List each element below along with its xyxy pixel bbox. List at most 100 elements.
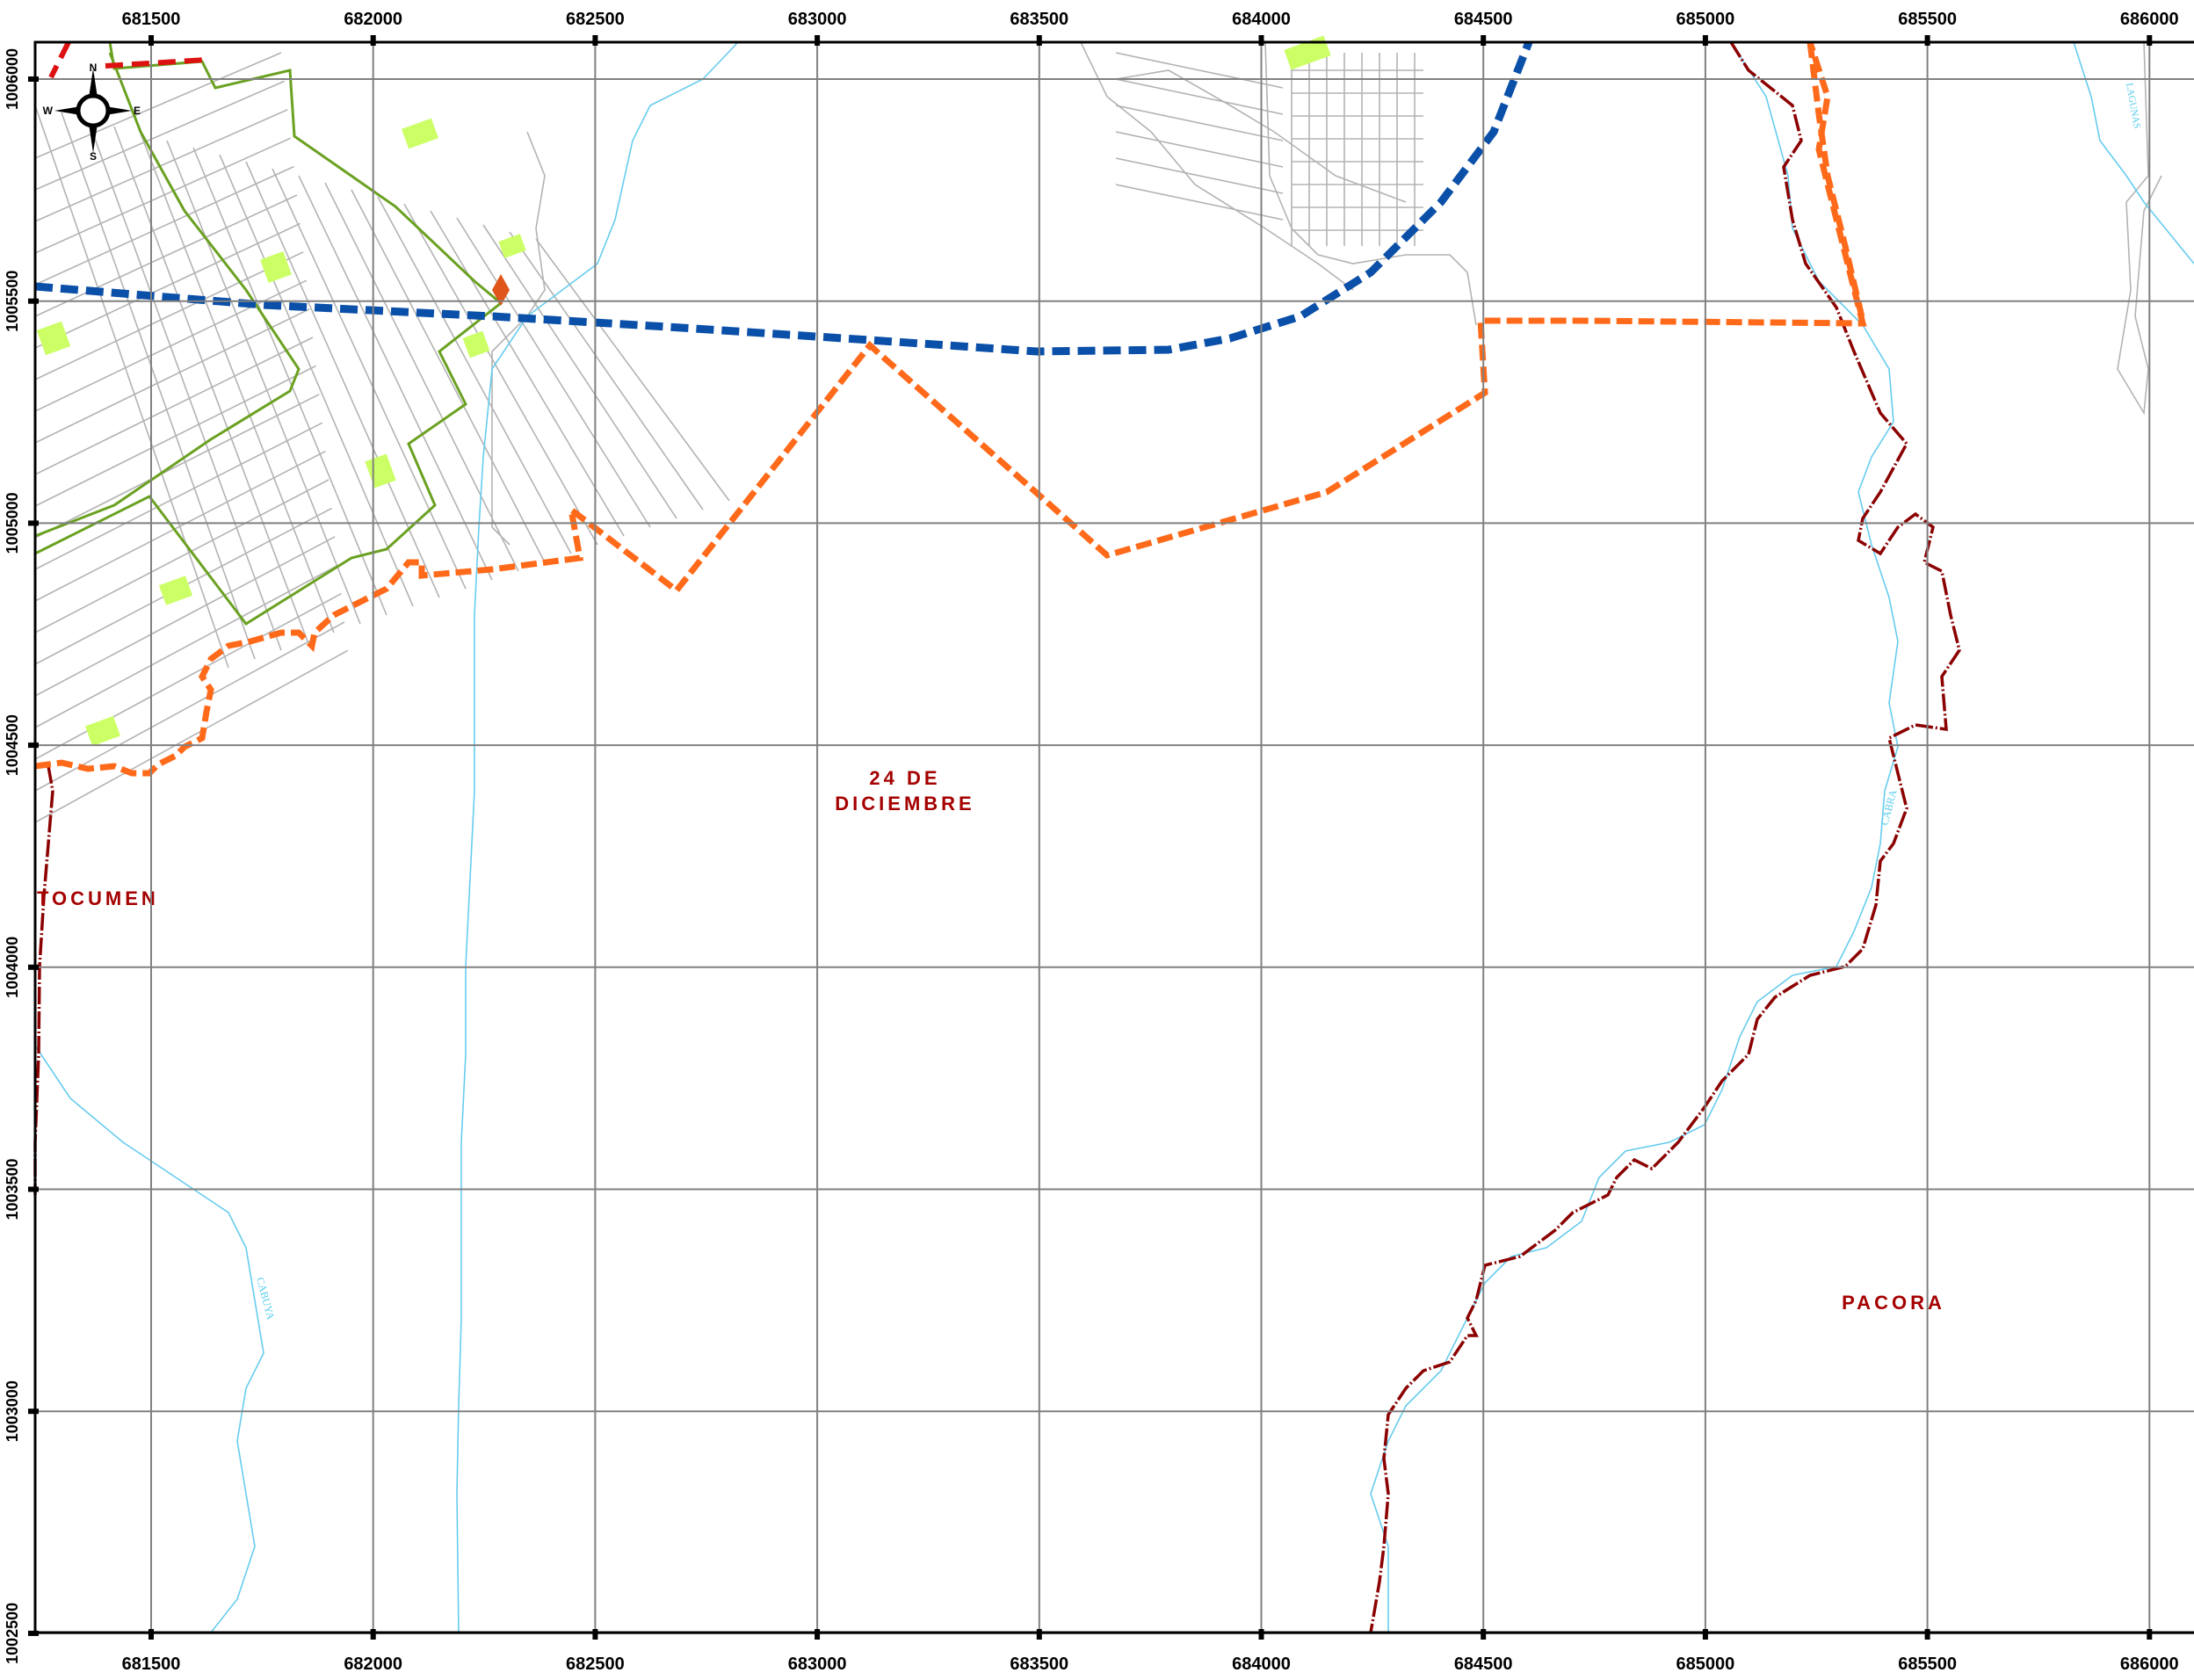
y-tick-label: 1005000: [4, 492, 21, 554]
street-road-east-upper-3: [1264, 41, 1477, 326]
street: [377, 196, 572, 554]
y-tick-label: 1002500: [4, 1603, 21, 1664]
junction-marker[interactable]: [492, 274, 510, 306]
street: [1115, 105, 1284, 141]
y-tick-mark: [28, 1186, 39, 1192]
street: [245, 161, 440, 598]
y-tick-label: 1004500: [4, 714, 21, 776]
x-tick-mark-top: [148, 35, 154, 46]
coordinate-grid: [35, 42, 2194, 1634]
street-road-east-upper-2: [1115, 69, 1407, 203]
street: [34, 308, 310, 444]
street: [34, 337, 314, 475]
park: [498, 234, 526, 258]
compass-w: W: [43, 105, 54, 117]
street: [140, 133, 335, 634]
street-network: [34, 41, 2162, 823]
proposed-route: [34, 40, 1533, 356]
y-tick-mark: [28, 964, 39, 970]
y-tick-label: 1003000: [4, 1380, 21, 1442]
street: [34, 251, 304, 380]
x-tick-label-bottom: 685000: [1676, 1655, 1735, 1674]
street: [34, 394, 320, 539]
label-24-de-diciembre-line1: 24 DE: [869, 767, 940, 789]
river-lagunas: [2073, 41, 2194, 264]
street: [482, 224, 677, 519]
neighborhood-outline-inner: [34, 52, 300, 538]
x-tick-label-top: 684500: [1454, 10, 1513, 29]
compass-n: N: [90, 62, 98, 74]
street: [351, 189, 546, 563]
x-tick-label-top: 682500: [566, 10, 625, 29]
street: [1115, 184, 1284, 221]
label-pacora: PACORA: [1842, 1292, 1945, 1314]
x-tick-label-bottom: 682000: [344, 1655, 402, 1674]
y-tick-mark: [28, 742, 39, 749]
x-tick-mark-bottom: [592, 1629, 598, 1640]
north-arrow: N S E W: [43, 62, 141, 163]
park: [260, 251, 292, 283]
map-frame: [35, 42, 2194, 1633]
y-tick-mark: [28, 1630, 39, 1636]
x-axis-bottom: 681500 682000 682500 683000 683500 684000 6845…: [122, 1629, 2179, 1674]
street: [113, 126, 308, 642]
x-tick-mark-bottom: [1481, 1629, 1487, 1640]
x-tick-label-top: 685000: [1676, 10, 1735, 29]
street-road-east-upper: [1080, 41, 1354, 291]
x-tick-label-bottom: 684500: [1454, 1655, 1513, 1674]
compass-e: E: [134, 105, 141, 117]
x-tick-mark-top: [1924, 35, 1930, 46]
street: [34, 80, 285, 191]
x-axis-top: 681500 682000 682500 683000 683500 684000 6845…: [122, 10, 2179, 46]
street: [272, 168, 467, 590]
x-tick-mark-bottom: [1702, 1629, 1708, 1640]
x-tick-mark-top: [592, 35, 598, 46]
x-tick-label-bottom: 681500: [122, 1655, 181, 1674]
x-tick-label-top: 685500: [1898, 10, 1957, 29]
x-tick-mark-top: [370, 35, 376, 46]
street: [87, 119, 282, 651]
y-tick-label: 1004000: [4, 937, 21, 998]
street: [403, 203, 598, 546]
x-tick-mark-top: [815, 35, 821, 46]
street: [34, 194, 298, 317]
x-tick-mark-bottom: [2147, 1629, 2153, 1640]
x-tick-label-bottom: 683500: [1010, 1655, 1068, 1674]
river-cabuya: [34, 1045, 264, 1633]
park: [401, 118, 439, 149]
x-tick-label-bottom: 685500: [1898, 1655, 1957, 1674]
x-tick-label-top: 683000: [788, 10, 847, 29]
neighborhood-outline: [34, 41, 503, 626]
x-tick-label-bottom: 686000: [2120, 1655, 2179, 1674]
corregimiento-boundaries: [33, 41, 1961, 1633]
x-tick-label-top: 683500: [1010, 10, 1068, 29]
street: [456, 217, 651, 528]
x-tick-label-top: 684000: [1232, 10, 1291, 29]
street: [1115, 52, 1284, 89]
x-tick-mark-bottom: [370, 1629, 376, 1640]
street: [1115, 78, 1284, 115]
y-axis-left: 1006000 1005500 1005000 1004500 1004000 10035…: [4, 48, 39, 1664]
boundary-tocumen-west: [33, 765, 54, 1195]
street-road-west-end: [491, 131, 546, 546]
y-tick-mark: [28, 520, 39, 526]
street: [34, 536, 336, 697]
x-tick-mark-bottom: [1924, 1629, 1930, 1640]
park: [462, 330, 490, 358]
x-tick-label-bottom: 684000: [1232, 1655, 1291, 1674]
street: [535, 238, 730, 502]
street: [192, 147, 387, 616]
park: [158, 576, 193, 605]
street: [34, 222, 300, 349]
street: [34, 109, 288, 222]
y-tick-label: 1005500: [4, 271, 21, 332]
x-tick-mark-bottom: [1036, 1629, 1042, 1640]
x-tick-mark-bottom: [815, 1629, 821, 1640]
x-tick-mark-top: [1702, 35, 1708, 46]
park-patches: [36, 35, 1331, 747]
x-tick-mark-top: [1258, 35, 1264, 46]
street: [166, 140, 361, 625]
street: [324, 182, 519, 572]
x-tick-mark-bottom: [148, 1629, 154, 1640]
